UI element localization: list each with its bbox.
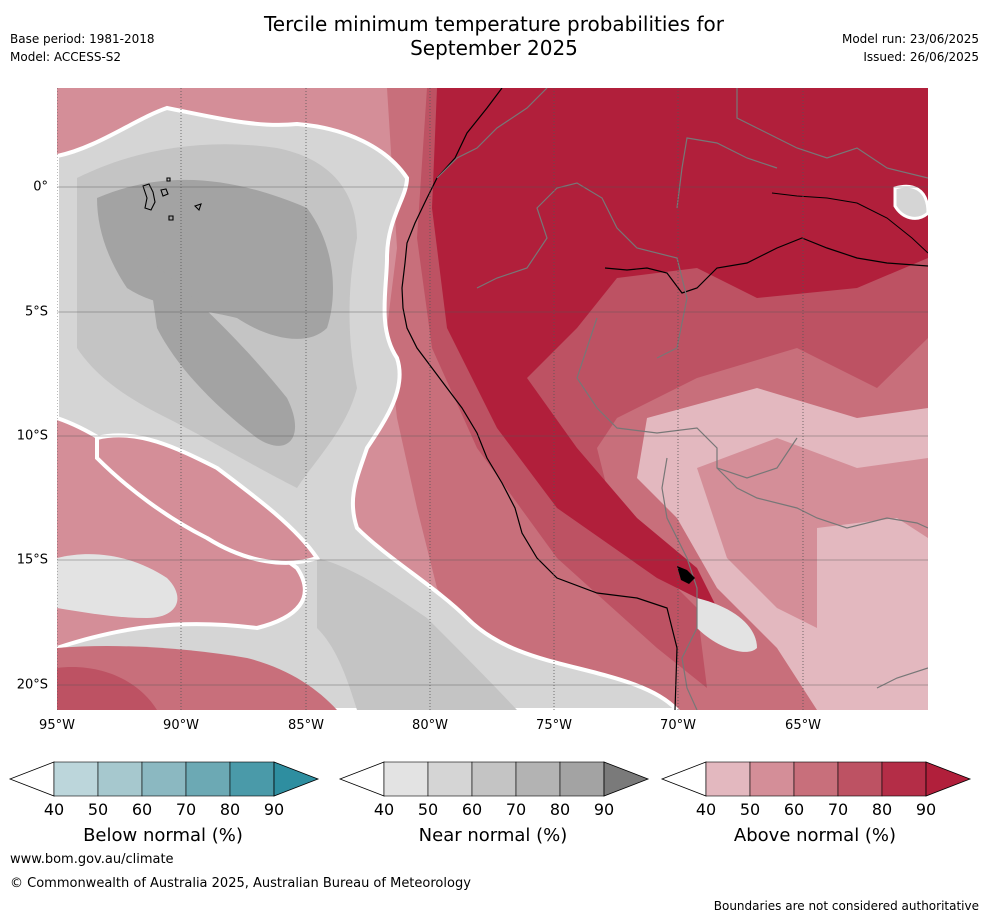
above-normal-40-region-se xyxy=(817,518,928,710)
colorbar-segment xyxy=(383,761,429,797)
lat-label-15s: 15°S xyxy=(16,552,48,568)
colorbar-high-extension xyxy=(273,761,320,797)
colorbar-segment xyxy=(881,761,927,797)
lat-label-10s: 10°S xyxy=(16,428,48,444)
probability-map xyxy=(57,88,928,710)
title-line-2: September 2025 xyxy=(410,36,578,60)
colorbar-above-normal xyxy=(660,761,972,797)
coastline xyxy=(401,88,678,710)
colorbar-below-normal xyxy=(8,761,320,797)
amazon-river xyxy=(604,237,928,294)
colorbar-tick-label: 80 xyxy=(549,800,571,819)
lat-label-0: 0° xyxy=(33,179,48,195)
colorbar-low-extension xyxy=(8,761,55,797)
lon-label-80w: 80°W xyxy=(412,718,448,733)
colorbar-segment xyxy=(793,761,839,797)
colorbar-segment xyxy=(837,761,883,797)
country-boundaries xyxy=(436,88,928,710)
colorbar-segment xyxy=(185,761,231,797)
colorbars xyxy=(8,761,972,797)
lon-label-75w: 75°W xyxy=(536,718,572,733)
colorbar-high-extension xyxy=(925,761,972,797)
colorbar-low-extension xyxy=(660,761,707,797)
colorbar-segment xyxy=(515,761,561,797)
legend-label-below: Below normal (%) xyxy=(83,825,243,846)
colorbar-segment xyxy=(53,761,99,797)
colorbar-segment xyxy=(471,761,517,797)
colorbar-tick-label: 80 xyxy=(219,800,241,819)
legend-label-above: Above normal (%) xyxy=(733,825,897,846)
colorbar-tick-label: 90 xyxy=(915,800,937,819)
colorbar-segment xyxy=(705,761,751,797)
disclaimer: Boundaries are not considered authoritat… xyxy=(713,899,979,913)
near-normal-40-region xyxy=(57,554,178,618)
colorbar-tick-label: 80 xyxy=(871,800,893,819)
colorbar-near-normal xyxy=(338,761,650,797)
lake-titicaca xyxy=(677,566,695,584)
lon-label-70w: 70°W xyxy=(660,718,696,733)
colorbar-segment xyxy=(427,761,473,797)
galapagos-islands xyxy=(142,177,202,221)
lat-label-5s: 5°S xyxy=(24,304,48,320)
website-link[interactable]: www.bom.gov.au/climate xyxy=(10,852,174,867)
near-normal-80-band xyxy=(147,258,296,446)
colorbar-tick-label: 50 xyxy=(739,800,761,819)
lat-label-20s: 20°S xyxy=(16,677,48,693)
base-period: Base period: 1981-2018 xyxy=(10,32,155,46)
colorbar-tick-label: 90 xyxy=(593,800,615,819)
colorbar-tick-label: 70 xyxy=(175,800,197,819)
copyright: © Commonwealth of Australia 2025, Austra… xyxy=(10,876,471,891)
colorbar-low-extension xyxy=(338,761,385,797)
near-normal-south-region xyxy=(317,558,517,710)
colorbar-segment xyxy=(97,761,143,797)
above-normal-70-south-ocean xyxy=(57,667,157,710)
model-run: Model run: 23/06/2025 xyxy=(841,32,979,46)
page-title: Tercile minimum temperature probabilitie… xyxy=(0,12,988,60)
lon-label-95w: 95°W xyxy=(39,718,75,733)
legend-label-near: Near normal (%) xyxy=(418,825,568,846)
colorbar-tick-label: 70 xyxy=(505,800,527,819)
colorbar-tick-label: 60 xyxy=(461,800,483,819)
model-name: Model: ACCESS-S2 xyxy=(10,50,122,64)
title-line-1: Tercile minimum temperature probabilitie… xyxy=(263,12,725,36)
graticule xyxy=(57,88,928,710)
amazon-river-north xyxy=(771,192,928,254)
colorbar-segment xyxy=(141,761,187,797)
colorbar-tick-label: 40 xyxy=(695,800,717,819)
colorbar-segment xyxy=(559,761,605,797)
issued-date: Issued: 26/06/2025 xyxy=(863,50,979,64)
colorbar-tick-label: 50 xyxy=(87,800,109,819)
lon-label-90w: 90°W xyxy=(163,718,199,733)
colorbar-tick-label: 60 xyxy=(131,800,153,819)
above-normal-ocean-band xyxy=(95,433,321,565)
colorbar-tick-label: 40 xyxy=(373,800,395,819)
colorbar-tick-label: 50 xyxy=(417,800,439,819)
lon-label-85w: 85°W xyxy=(288,718,324,733)
colorbar-high-extension xyxy=(603,761,650,797)
colorbar-segment xyxy=(229,761,275,797)
colorbar-tick-label: 40 xyxy=(43,800,65,819)
above-normal-80-region xyxy=(432,88,928,608)
colorbar-tick-label: 60 xyxy=(783,800,805,819)
colorbar-tick-label: 70 xyxy=(827,800,849,819)
colorbar-tick-label: 90 xyxy=(263,800,285,819)
near-normal-patch-bolivia xyxy=(697,598,757,652)
colorbar-segment xyxy=(749,761,795,797)
lon-label-65w: 65°W xyxy=(785,718,821,733)
